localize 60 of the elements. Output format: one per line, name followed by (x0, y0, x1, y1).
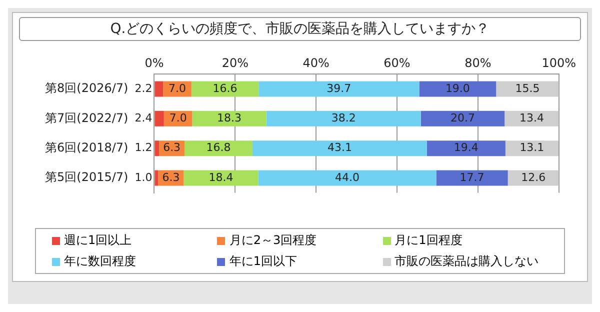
y-tick-label: 第8回(2026/7) (44, 81, 128, 96)
legend-label: 市販の医薬品は購入しない (394, 253, 539, 270)
data-label: 6.3 (163, 141, 181, 154)
bar (154, 110, 164, 126)
bar (436, 170, 508, 186)
data-label: 7.0 (169, 112, 187, 125)
data-label: 44.0 (334, 170, 360, 184)
bar (419, 81, 496, 97)
data-label: 38.2 (331, 112, 356, 125)
y-tick-label: 第6回(2018/7) (44, 140, 128, 154)
data-label: 2.4 (134, 112, 152, 125)
bar (191, 81, 259, 97)
data-label: 18.4 (208, 170, 234, 184)
y-tick-label: 第7回(2022/7) (44, 110, 128, 125)
bar (496, 81, 559, 97)
x-tick-label: 60% (384, 56, 410, 70)
data-label: 6.3 (162, 170, 180, 184)
data-label: 19.4 (454, 141, 478, 154)
data-label: 15.5 (515, 82, 540, 95)
bar (252, 140, 427, 156)
data-label: 12.6 (521, 170, 546, 184)
data-label: 16.8 (206, 141, 231, 154)
legend-label: 週に1回以上 (64, 232, 132, 249)
legend-label: 月に1回程度 (394, 232, 462, 249)
bar (192, 110, 266, 126)
data-label: 1.2 (134, 141, 152, 154)
data-label: 43.1 (327, 141, 352, 154)
bar (184, 170, 258, 186)
x-tick-label: 100% (542, 56, 576, 70)
bar (184, 140, 253, 156)
data-label: 39.7 (326, 82, 352, 95)
bar (420, 110, 505, 126)
data-label: 19.0 (445, 82, 470, 95)
data-label: 16.6 (212, 82, 238, 95)
bar (505, 140, 558, 156)
bar (154, 81, 164, 97)
data-label: 2.2 (134, 82, 152, 95)
bar (426, 140, 506, 156)
x-tick-label: 0% (144, 56, 164, 70)
bar (154, 140, 160, 156)
bar (504, 110, 559, 126)
bar (154, 170, 158, 186)
data-label: 13.1 (520, 141, 544, 154)
legend-label: 年に数回程度 (64, 253, 136, 270)
chart-title: Q.どのくらいの頻度で、市販の医薬品を購入していますか？ (19, 17, 581, 41)
data-label: 13.4 (519, 112, 544, 125)
x-tick-label: 40% (302, 56, 330, 70)
bar (266, 110, 421, 126)
x-tick-label: 80% (464, 56, 492, 70)
y-tick-label: 第5回(2015/7) (44, 170, 128, 184)
data-label: 20.7 (450, 112, 475, 125)
legend-label: 月に2～3回程度 (229, 232, 317, 249)
bar (258, 170, 436, 186)
data-label: 7.0 (168, 82, 186, 95)
data-label: 17.7 (460, 170, 484, 184)
bar (258, 81, 420, 97)
legend-label: 年に1回以下 (229, 253, 297, 270)
x-tick-label: 20% (222, 56, 248, 70)
data-label: 1.0 (134, 170, 152, 184)
data-label: 18.3 (217, 112, 242, 125)
